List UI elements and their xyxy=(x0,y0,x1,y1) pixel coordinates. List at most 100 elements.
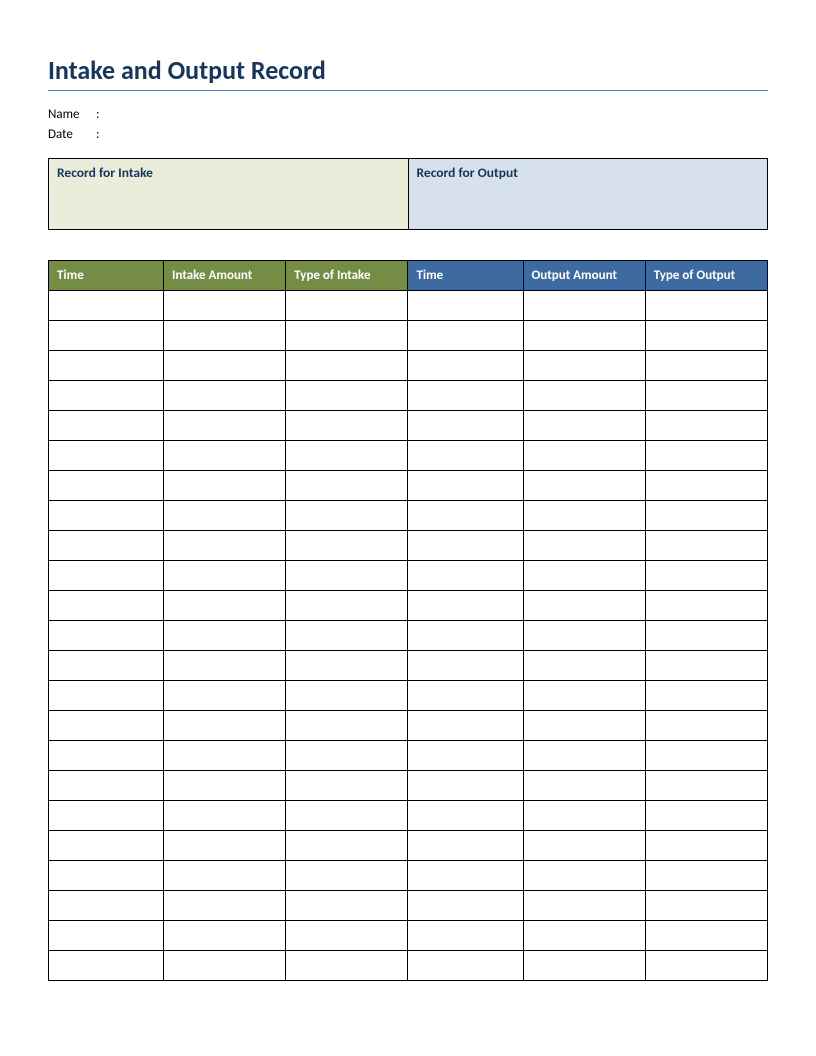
table-cell xyxy=(523,861,645,891)
table-cell xyxy=(164,471,286,501)
table-cell xyxy=(523,411,645,441)
table-cell xyxy=(523,741,645,771)
table-cell xyxy=(408,921,523,951)
table-cell xyxy=(164,741,286,771)
table-cell xyxy=(49,921,164,951)
table-cell xyxy=(645,711,767,741)
table-cell xyxy=(408,771,523,801)
table-cell xyxy=(164,291,286,321)
table-cell xyxy=(49,741,164,771)
table-cell xyxy=(286,471,408,501)
table-body xyxy=(49,291,768,981)
page-title: Intake and Output Record xyxy=(48,54,768,91)
table-cell xyxy=(408,561,523,591)
table-row xyxy=(49,291,768,321)
date-colon: : xyxy=(96,125,106,145)
table-cell xyxy=(286,351,408,381)
table-row xyxy=(49,321,768,351)
table-cell xyxy=(645,651,767,681)
table-cell xyxy=(49,951,164,981)
table-cell xyxy=(645,681,767,711)
table-cell xyxy=(286,621,408,651)
table-cell xyxy=(164,561,286,591)
table-row xyxy=(49,831,768,861)
table-cell xyxy=(286,891,408,921)
table-cell xyxy=(408,351,523,381)
table-cell xyxy=(645,381,767,411)
table-cell xyxy=(408,711,523,741)
table-cell xyxy=(523,471,645,501)
table-cell xyxy=(286,291,408,321)
table-cell xyxy=(49,441,164,471)
table-cell xyxy=(164,591,286,621)
table-cell xyxy=(164,351,286,381)
table-cell xyxy=(523,621,645,651)
table-cell xyxy=(523,321,645,351)
table-row xyxy=(49,741,768,771)
table-cell xyxy=(286,861,408,891)
name-label: Name xyxy=(48,105,96,125)
table-cell xyxy=(49,621,164,651)
col-header: Type of Intake xyxy=(286,261,408,291)
col-header: Output Amount xyxy=(523,261,645,291)
table-cell xyxy=(645,831,767,861)
table-cell xyxy=(164,651,286,681)
table-cell xyxy=(164,501,286,531)
table-cell xyxy=(408,381,523,411)
table-cell xyxy=(164,861,286,891)
table-row xyxy=(49,951,768,981)
io-table: TimeIntake AmountType of IntakeTimeOutpu… xyxy=(48,260,768,981)
table-cell xyxy=(49,411,164,441)
table-cell xyxy=(408,441,523,471)
table-cell xyxy=(645,471,767,501)
table-cell xyxy=(286,921,408,951)
meta-block: Name : Date : xyxy=(48,105,768,144)
table-cell xyxy=(645,441,767,471)
table-cell xyxy=(523,681,645,711)
table-cell xyxy=(523,921,645,951)
table-cell xyxy=(645,561,767,591)
table-cell xyxy=(523,801,645,831)
table-cell xyxy=(523,651,645,681)
table-cell xyxy=(164,771,286,801)
table-cell xyxy=(49,771,164,801)
table-cell xyxy=(49,861,164,891)
table-cell xyxy=(286,591,408,621)
table-cell xyxy=(523,831,645,861)
table-cell xyxy=(286,741,408,771)
table-cell xyxy=(408,741,523,771)
table-cell xyxy=(164,921,286,951)
table-cell xyxy=(164,801,286,831)
table-cell xyxy=(645,501,767,531)
table-cell xyxy=(286,681,408,711)
table-row xyxy=(49,621,768,651)
table-cell xyxy=(408,471,523,501)
date-label: Date xyxy=(48,125,96,145)
table-cell xyxy=(49,381,164,411)
col-header: Type of Output xyxy=(645,261,767,291)
table-cell xyxy=(523,771,645,801)
table-cell xyxy=(164,321,286,351)
table-cell xyxy=(164,891,286,921)
table-cell xyxy=(523,381,645,411)
table-cell xyxy=(49,831,164,861)
table-cell xyxy=(286,501,408,531)
table-row xyxy=(49,921,768,951)
table-cell xyxy=(286,801,408,831)
col-header: Intake Amount xyxy=(164,261,286,291)
table-cell xyxy=(645,921,767,951)
meta-name-row: Name : xyxy=(48,105,768,125)
table-cell xyxy=(408,861,523,891)
table-cell xyxy=(408,651,523,681)
table-cell xyxy=(408,801,523,831)
table-row xyxy=(49,411,768,441)
table-row xyxy=(49,651,768,681)
col-header: Time xyxy=(49,261,164,291)
table-row xyxy=(49,381,768,411)
table-cell xyxy=(286,771,408,801)
table-cell xyxy=(49,891,164,921)
table-cell xyxy=(645,321,767,351)
table-cell xyxy=(286,651,408,681)
table-cell xyxy=(645,951,767,981)
table-cell xyxy=(164,831,286,861)
